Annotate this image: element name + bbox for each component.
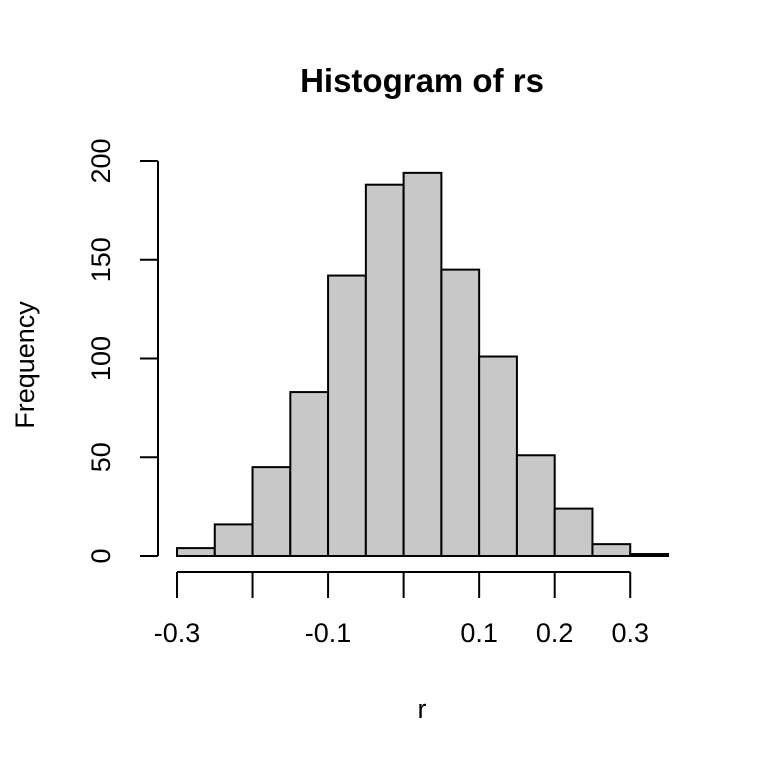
y-tick-label: 100 — [86, 336, 116, 381]
y-tick-label: 200 — [86, 138, 116, 183]
histogram-bar — [515, 454, 556, 557]
x-axis: -0.3 -0.1 0.1 0.2 0.3 — [154, 571, 649, 648]
x-tick-label: 0.3 — [611, 618, 649, 648]
histogram-bar — [591, 543, 632, 558]
histogram-bar — [213, 523, 254, 558]
histogram-bar — [289, 391, 330, 558]
y-axis: 0 50 100 150 200 — [86, 138, 159, 564]
histogram-bar — [478, 355, 518, 557]
histogram-bar — [629, 553, 670, 558]
chart-title: Histogram of rs — [300, 62, 544, 99]
y-tick-label: 50 — [86, 442, 116, 472]
histogram-bar — [364, 183, 405, 557]
histogram-bar — [176, 547, 216, 557]
histogram-bar — [440, 268, 481, 557]
histogram-bar — [402, 171, 443, 557]
histogram-bar — [251, 466, 292, 557]
x-axis-label: r — [418, 694, 427, 724]
histogram-bar — [553, 507, 594, 558]
x-tick-label: -0.1 — [305, 618, 352, 648]
y-axis-label: Frequency — [10, 301, 40, 429]
y-tick-label: 150 — [86, 237, 116, 282]
x-tick-label: 0.2 — [536, 618, 574, 648]
y-tick-label: 0 — [86, 548, 116, 563]
x-tick-label: -0.3 — [154, 618, 201, 648]
histogram-bar — [327, 274, 367, 557]
x-tick-label: 0.1 — [460, 618, 498, 648]
bars-group — [176, 171, 670, 558]
